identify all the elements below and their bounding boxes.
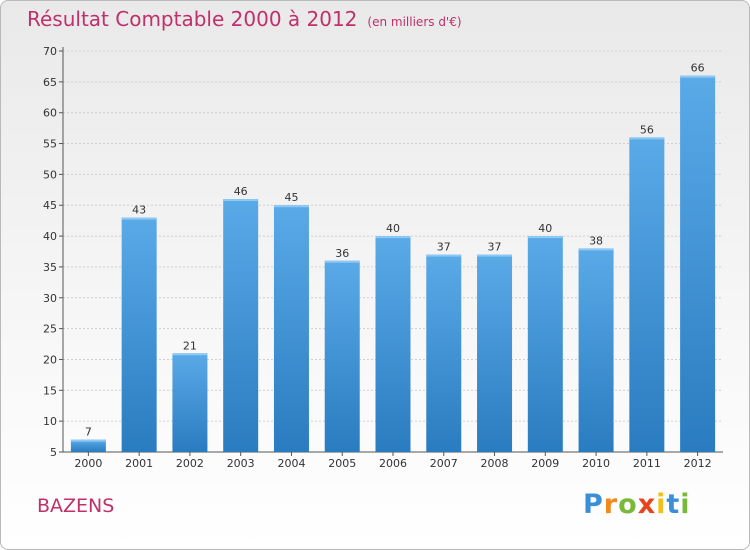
value-label: 56 — [640, 123, 654, 136]
bar-highlight — [172, 353, 208, 356]
value-label: 38 — [589, 234, 603, 247]
bar-highlight — [375, 236, 411, 239]
bar-2010 — [578, 248, 614, 452]
y-tick-label: 30 — [43, 292, 57, 305]
value-label: 21 — [183, 339, 197, 352]
x-tick-label: 2001 — [125, 457, 153, 470]
bar-highlight — [70, 439, 106, 442]
y-tick-label: 25 — [43, 323, 57, 336]
bar-2012 — [680, 75, 716, 452]
value-label: 40 — [386, 222, 400, 235]
chart-title: Résultat Comptable 2000 à 2012 — [27, 7, 358, 31]
y-tick-label: 45 — [43, 199, 57, 212]
y-tick-label: 60 — [43, 107, 57, 120]
x-tick-label: 2006 — [379, 457, 407, 470]
bar-highlight — [527, 236, 563, 239]
bar-highlight — [324, 260, 360, 263]
y-tick-label: 65 — [43, 76, 57, 89]
x-tick-label: 2002 — [176, 457, 204, 470]
bar-highlight — [121, 217, 157, 220]
bar-2006 — [375, 236, 411, 452]
bar-highlight — [578, 248, 614, 251]
x-tick-label: 2012 — [684, 457, 712, 470]
logo-letter: i — [680, 489, 691, 520]
value-label: 43 — [132, 204, 146, 217]
bar-2003 — [223, 199, 259, 452]
bar-highlight — [477, 254, 513, 257]
y-tick-label: 40 — [43, 230, 57, 243]
chart-subtitle: (en milliers d'€) — [367, 15, 462, 29]
logo-letter: P — [583, 489, 604, 520]
value-label: 40 — [538, 222, 552, 235]
logo-letter: r — [603, 489, 619, 520]
y-tick-label: 15 — [43, 384, 57, 397]
y-tick-label: 35 — [43, 261, 57, 274]
chart-title-block: Résultat Comptable 2000 à 2012 (en millie… — [27, 7, 462, 31]
logo-letter: t — [666, 489, 681, 520]
value-label: 37 — [437, 241, 451, 254]
y-tick-label: 5 — [50, 446, 57, 459]
y-tick-label: 70 — [43, 45, 57, 58]
bar-2007 — [426, 254, 462, 452]
value-label: 7 — [85, 426, 92, 439]
bar-2002 — [172, 353, 208, 452]
bar-2009 — [527, 236, 563, 452]
y-tick-label: 50 — [43, 168, 57, 181]
proxiti-logo: Proxiti — [583, 489, 691, 520]
value-label: 45 — [284, 191, 298, 204]
bar-2000 — [70, 439, 106, 452]
value-label: 66 — [691, 62, 705, 75]
bar-highlight — [680, 75, 716, 78]
logo-letter: i — [656, 489, 667, 520]
x-tick-label: 2009 — [531, 457, 559, 470]
bar-highlight — [273, 205, 309, 208]
bar-2001 — [121, 217, 157, 452]
x-tick-label: 2010 — [582, 457, 610, 470]
x-tick-label: 2005 — [328, 457, 356, 470]
commune-name: BAZENS — [37, 495, 115, 517]
value-label: 36 — [335, 247, 349, 260]
x-tick-label: 2004 — [277, 457, 305, 470]
bar-2008 — [477, 254, 513, 452]
x-tick-label: 2008 — [481, 457, 509, 470]
bar-2004 — [273, 205, 309, 452]
logo-letter: o — [618, 489, 638, 520]
bar-2011 — [629, 137, 665, 452]
x-tick-label: 2011 — [633, 457, 661, 470]
x-tick-label: 2007 — [430, 457, 458, 470]
value-label: 37 — [488, 241, 502, 254]
bar-highlight — [629, 137, 665, 140]
value-label: 46 — [234, 185, 248, 198]
bar-highlight — [426, 254, 462, 257]
x-tick-label: 2003 — [227, 457, 255, 470]
y-tick-label: 55 — [43, 138, 57, 151]
y-tick-label: 10 — [43, 415, 57, 428]
bar-2005 — [324, 260, 360, 452]
y-tick-label: 20 — [43, 353, 57, 366]
logo-letter: x — [637, 489, 657, 520]
bar-highlight — [223, 199, 259, 202]
x-tick-label: 2000 — [74, 457, 102, 470]
